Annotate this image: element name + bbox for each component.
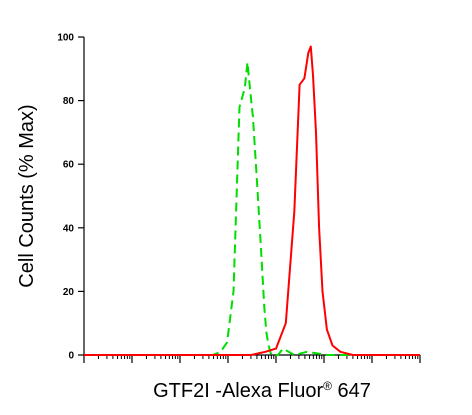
x-axis-title-suffix: 647 — [332, 380, 371, 402]
y-tick-label: 80 — [63, 96, 75, 107]
series-2-line — [84, 45, 420, 356]
x-axis-ticks — [83, 355, 421, 363]
series-layer — [84, 45, 420, 356]
y-tick-label: 0 — [68, 351, 74, 362]
y-tick-label: 100 — [57, 33, 74, 44]
y-tick-label: 20 — [63, 287, 75, 298]
plot-frame — [83, 37, 420, 356]
y-tick-label: 60 — [63, 160, 75, 171]
x-axis-title-main: GTF2I -Alexa Fluor — [153, 380, 323, 402]
series-1-line — [84, 61, 420, 356]
y-axis-title: Cell Counts (% Max) — [16, 104, 38, 287]
y-axis-ticks: 0 20 40 60 80 100 — [57, 33, 84, 362]
x-axis-title: GTF2I -Alexa Fluor® 647 — [153, 379, 371, 402]
y-tick-label: 40 — [63, 223, 75, 234]
x-axis-title-superscript: ® — [323, 379, 332, 393]
